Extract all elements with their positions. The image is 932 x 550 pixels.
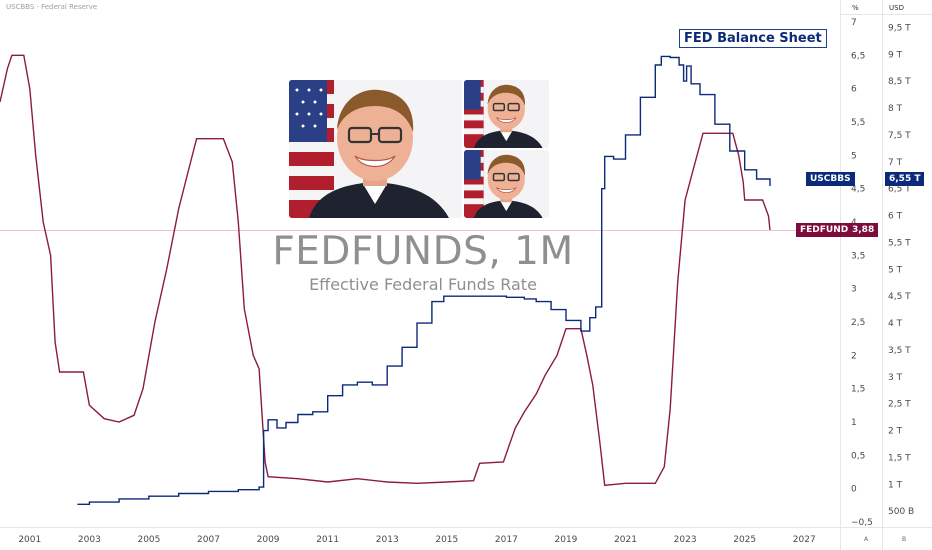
x-axis-tick-label: 2011 [316, 535, 339, 545]
right-axis-tick-label: 7,5 T [888, 131, 911, 141]
left-axis-tick-label: 0,5 [851, 451, 865, 461]
left-axis-tick-label: 1 [851, 418, 857, 428]
right-axis-tick-label: 5 T [888, 265, 903, 275]
fedfunds-name-tag[interactable]: FEDFUNDS [796, 223, 859, 237]
right-axis-tick-label: 6,5 T [888, 185, 911, 195]
left-axis-tick-label: 4,5 [851, 185, 865, 195]
left-axis-tick-label: 1,5 [851, 385, 865, 395]
x-axis-tick-label: 2017 [495, 535, 518, 545]
left-axis-unit[interactable]: % [852, 4, 859, 12]
right-axis-tick-label: 1,5 T [888, 453, 911, 463]
x-axis-tick-label: 2009 [257, 535, 280, 545]
corner-label-left[interactable]: A [864, 536, 869, 543]
balance-sheet-series-line [77, 55, 771, 505]
x-axis-tick-label: 2023 [674, 535, 697, 545]
left-axis-tick-label: 5 [851, 151, 857, 161]
right-axis-ticks: 500 B 1 T 1,5 T 2 T 2,5 T 3 T 3,5 T 4 T 4,5 T 5 T… [888, 23, 914, 517]
x-axis-tick-label: 2005 [137, 535, 160, 545]
left-axis-tick-label: 0 [851, 485, 857, 495]
left-axis-tick-label: 2,5 [851, 318, 865, 328]
right-axis-unit[interactable]: USD [889, 4, 904, 12]
x-axis-tick-label: 2007 [197, 535, 220, 545]
right-axis-tick-label: 8 T [888, 104, 903, 114]
source-title: USCBBS · Federal Reserve [6, 3, 98, 11]
balance-sheet-value-tag[interactable]: 6,55 T [885, 172, 925, 186]
x-axis-tick-label: 2003 [78, 535, 101, 545]
right-axis-tick-label: 6 T [888, 212, 903, 222]
left-axis-ticks: −0,500,511,522,533,544,555,566,57 [851, 18, 873, 528]
left-axis-tick-label: 3 [851, 285, 857, 295]
x-axis-tick-label: 2021 [614, 535, 637, 545]
portrait-photo-large [289, 80, 462, 218]
corner-label-right[interactable]: B [902, 536, 907, 543]
right-axis-tick-label: 1 T [888, 480, 903, 490]
axis-header-divider [840, 14, 932, 15]
right-axis-tick-label: 4,5 T [888, 292, 911, 302]
x-axis-tick-label: 2013 [376, 535, 399, 545]
right-axis-tick-label: 5,5 T [888, 238, 911, 248]
left-axis-tick-label: −0,5 [851, 518, 873, 528]
fedfunds-series-line [0, 54, 771, 487]
x-axis-tick-label: 2019 [555, 535, 578, 545]
left-axis-tick-label: 6,5 [851, 51, 865, 61]
right-axis-tick-label: 2,5 T [888, 400, 911, 410]
right-axis-tick-label: 3 T [888, 373, 903, 383]
x-axis-tick-label: 2015 [435, 535, 458, 545]
left-axis-tick-label: 3,5 [851, 251, 865, 261]
left-axis-tick-label: 7 [851, 18, 857, 28]
right-axis-tick-label: 7 T [888, 158, 903, 168]
left-axis-tick-label: 2 [851, 351, 857, 361]
right-axis-tick-label: 9,5 T [888, 23, 911, 33]
right-axis-tick-label: 8,5 T [888, 77, 911, 87]
x-axis-tick-label: 2027 [793, 535, 816, 545]
x-axis-tick-label: 2001 [18, 535, 41, 545]
right-axis-tick-label: 9 T [888, 50, 903, 60]
left-axis-tick-label: 5,5 [851, 118, 865, 128]
balance-sheet-annotation[interactable]: FED Balance Sheet [679, 29, 827, 48]
x-axis-ticks: 2001 2003 2005 2007 2009 2011 2013 2015 2017 2019… [18, 535, 815, 545]
fedfunds-value-tag[interactable]: 3,88 [848, 223, 879, 237]
x-axis-tick-label: 2025 [733, 535, 756, 545]
portrait-photo-small-bottom [464, 150, 549, 218]
left-axis-tick-label: 6 [851, 85, 857, 95]
balance-sheet-name-tag[interactable]: USCBBS [806, 172, 855, 186]
portrait-photo-small-top [464, 80, 549, 148]
right-axis-tick-label: 500 B [888, 507, 914, 517]
right-axis-tick-label: 4 T [888, 319, 903, 329]
right-axis-tick-label: 3,5 T [888, 346, 911, 356]
right-axis-tick-label: 2 T [888, 427, 903, 437]
